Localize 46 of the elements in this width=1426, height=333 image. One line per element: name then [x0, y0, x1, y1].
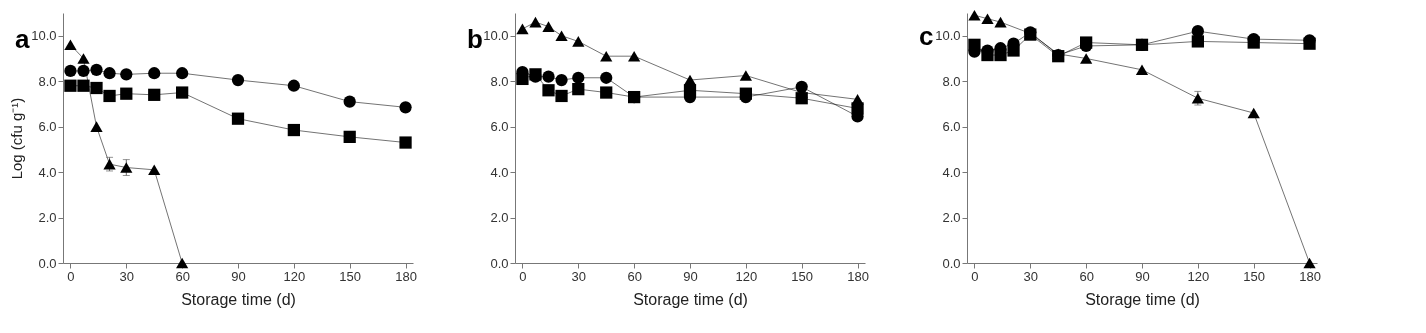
y-tick-label: 2.0: [38, 210, 57, 226]
chart-title: c: [919, 20, 934, 51]
y-tick-label: 10.0: [483, 28, 509, 44]
y-tick-label: 0.0: [942, 255, 961, 271]
x-axis-title: Storage time (d): [181, 290, 296, 308]
y-tick-label: 4.0: [942, 164, 961, 180]
y-tick-label: 10.0: [31, 28, 57, 44]
x-tick-label: 60: [1079, 268, 1094, 284]
x-tick-label: 150: [339, 268, 362, 284]
x-tick-label: 180: [1299, 268, 1321, 284]
x-axis-title: Storage time (d): [1085, 290, 1200, 308]
y-tick-label: 8.0: [490, 73, 509, 89]
x-tick-label: 30: [571, 268, 587, 284]
x-tick-label: 90: [231, 268, 246, 284]
y-tick-label: 0.0: [38, 255, 57, 271]
x-tick-label: 0: [971, 268, 979, 284]
y-tick-label: 8.0: [38, 73, 57, 89]
x-tick-label: 0: [67, 268, 75, 284]
x-tick-label: 120: [1187, 268, 1210, 284]
y-tick-label: 10.0: [935, 28, 961, 44]
x-tick-label: 60: [175, 268, 190, 284]
x-tick-label: 120: [283, 268, 306, 284]
x-tick-label: 0: [519, 268, 527, 284]
x-tick-label: 150: [791, 268, 814, 284]
x-axis-title: Storage time (d): [633, 290, 748, 308]
y-tick-label: 6.0: [38, 119, 57, 135]
chart-title: b: [467, 24, 483, 54]
x-tick-label: 180: [395, 268, 417, 284]
x-tick-label: 90: [683, 268, 698, 284]
x-tick-label: 120: [735, 268, 758, 284]
chart-title: a: [15, 24, 30, 54]
x-tick-label: 90: [1135, 268, 1150, 284]
x-tick-label: 30: [1023, 268, 1039, 284]
y-tick-label: 2.0: [490, 210, 509, 226]
y-axis-title: Log (cfu g⁻¹): [8, 97, 26, 180]
y-tick-label: 8.0: [942, 73, 961, 89]
x-tick-label: 60: [627, 268, 642, 284]
y-tick-label: 4.0: [38, 164, 57, 180]
y-tick-label: 0.0: [490, 255, 509, 271]
y-tick-label: 6.0: [490, 119, 509, 135]
y-tick-label: 2.0: [942, 210, 961, 226]
x-tick-label: 150: [1243, 268, 1266, 284]
x-tick-label: 30: [119, 268, 135, 284]
y-tick-label: 4.0: [490, 164, 509, 180]
x-tick-label: 180: [847, 268, 869, 284]
y-tick-label: 6.0: [942, 119, 961, 135]
